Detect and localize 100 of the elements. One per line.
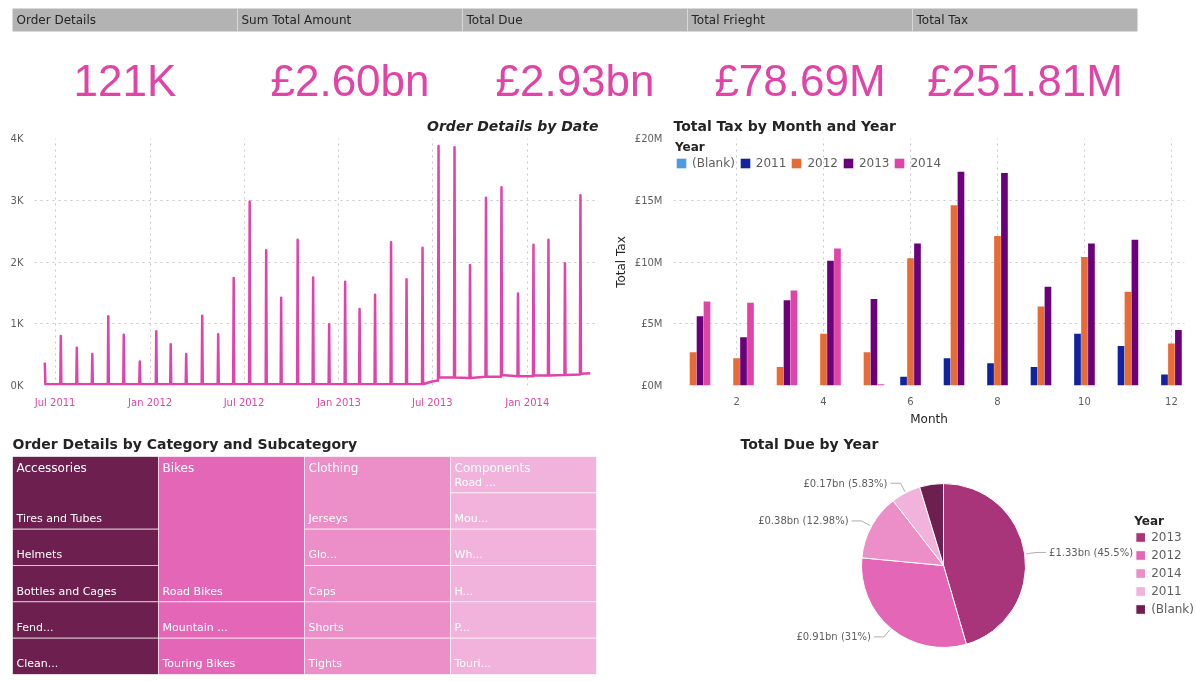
text: £2.60bn: [270, 56, 430, 105]
category-label: Road Bikes: [162, 584, 223, 598]
bar: [696, 316, 704, 386]
bar: [957, 171, 965, 386]
x-tick-label: Jul 2012: [222, 396, 265, 408]
legend-label: (Blank): [1151, 602, 1194, 616]
data-label: £1.33bn (45.5%): [1049, 546, 1134, 558]
x-tick-label: Jan 2013: [315, 396, 361, 408]
bar: [1161, 374, 1168, 386]
y-tick-label: £5M: [641, 318, 663, 330]
text: Bikes: [162, 460, 195, 475]
x-tick-label: 6: [907, 395, 914, 407]
bar: [827, 260, 834, 386]
bar: [1175, 329, 1182, 386]
bar: [834, 248, 841, 386]
bar: [1037, 306, 1045, 386]
text: 121K: [73, 56, 177, 105]
category-label: Bottles and Cages: [16, 584, 117, 598]
bar: [733, 358, 740, 386]
category-label: Fend...: [16, 621, 54, 635]
category-label: Order Details: [16, 13, 97, 27]
category-label: P...: [454, 621, 470, 635]
chart-title: Total Tax by Month and Year: [673, 117, 896, 134]
bar: [820, 333, 827, 386]
category-label: Wh...: [454, 548, 483, 562]
legend-title: Year: [1134, 514, 1165, 528]
x-tick-label: 12: [1165, 395, 1178, 407]
bar: [907, 258, 914, 386]
category-label: Tires and Tubes: [15, 512, 103, 526]
y-tick-label: 3K: [10, 194, 24, 206]
legend-label: 2012: [807, 156, 838, 170]
data-label: £0.38bn (12.98%): [758, 515, 849, 527]
legend-label: 2013: [858, 156, 890, 170]
text: Components: [454, 460, 531, 475]
y-tick-label: 1K: [10, 318, 24, 330]
bar: [1088, 243, 1095, 386]
data-label: £0.91bn (31%): [796, 631, 872, 643]
category-label: Sum Total Amount: [241, 13, 352, 27]
category-label: Total Tax: [915, 13, 969, 27]
x-tick-label: Jan 2014: [504, 396, 550, 408]
bar: [1168, 343, 1175, 386]
bar: [900, 376, 907, 386]
category-label: Shorts: [308, 621, 345, 635]
x-tick-label: 2: [733, 395, 740, 407]
bar: [994, 236, 1001, 386]
category-label: Mou...: [454, 512, 489, 526]
bar: [747, 302, 754, 386]
y-tick-label: £0M: [641, 380, 663, 391]
y-axis-title: Total Tax: [613, 236, 628, 289]
x-tick-label: 10: [1078, 395, 1091, 407]
bar: [1001, 173, 1008, 386]
x-tick-label: Jul 2013: [411, 396, 453, 408]
legend-title: Year: [675, 140, 706, 154]
legend-label: 2014: [910, 156, 942, 170]
category-label: Touring Bikes: [161, 657, 236, 671]
category-label: Jerseys: [307, 512, 349, 526]
category-label: Clean...: [16, 657, 59, 671]
bar: [1074, 333, 1081, 386]
y-tick-label: 0K: [10, 380, 24, 391]
line-series: [43, 144, 592, 386]
x-tick-label: Jul 2011: [33, 396, 76, 408]
bar: [950, 205, 958, 386]
chart-title: Total Due by Year: [740, 435, 879, 452]
legend-label: 2011: [1151, 584, 1182, 598]
category-label: Total Due: [465, 13, 523, 27]
category-label: Glo...: [308, 548, 338, 562]
x-tick-label: 4: [820, 395, 827, 407]
text: £2.93bn: [495, 56, 655, 105]
bar: [783, 300, 791, 386]
text: Order Details by Category and Subcategory: [12, 435, 358, 452]
x-axis-title: Month: [910, 411, 948, 426]
y-tick-label: 2K: [10, 256, 24, 268]
text: Accessories: [16, 460, 87, 475]
category-label: H...: [454, 584, 474, 598]
category-label: Tights: [307, 657, 343, 671]
bar: [1081, 257, 1088, 386]
legend-label: 2014: [1151, 566, 1182, 580]
bar: [987, 363, 994, 386]
legend-label: 2011: [755, 156, 787, 170]
legend-label: 2013: [1151, 530, 1182, 544]
category-label: Road ...: [454, 475, 497, 489]
y-tick-label: 4K: [10, 133, 24, 144]
bar: [740, 337, 747, 386]
category-label: Mountain ...: [162, 621, 228, 635]
text: £78.69M: [714, 56, 886, 105]
bar: [914, 243, 921, 386]
text: £251.81M: [927, 56, 1123, 105]
bar: [943, 358, 951, 386]
x-tick-label: Jan 2012: [127, 396, 173, 408]
text: Clothing: [308, 460, 359, 475]
y-tick-label: £10M: [634, 256, 663, 268]
chart-title: Order Details by Date: [427, 117, 599, 134]
bar: [790, 290, 798, 386]
data-label: £0.17bn (5.83%): [803, 477, 888, 489]
category-label: Helmets: [16, 548, 63, 562]
x-tick-label: 8: [994, 395, 1001, 407]
legend-label: 2012: [1151, 548, 1182, 562]
category-label: Touri...: [453, 657, 492, 671]
category-label: Total Frieght: [690, 13, 766, 27]
legend-label: (Blank): [692, 156, 735, 170]
